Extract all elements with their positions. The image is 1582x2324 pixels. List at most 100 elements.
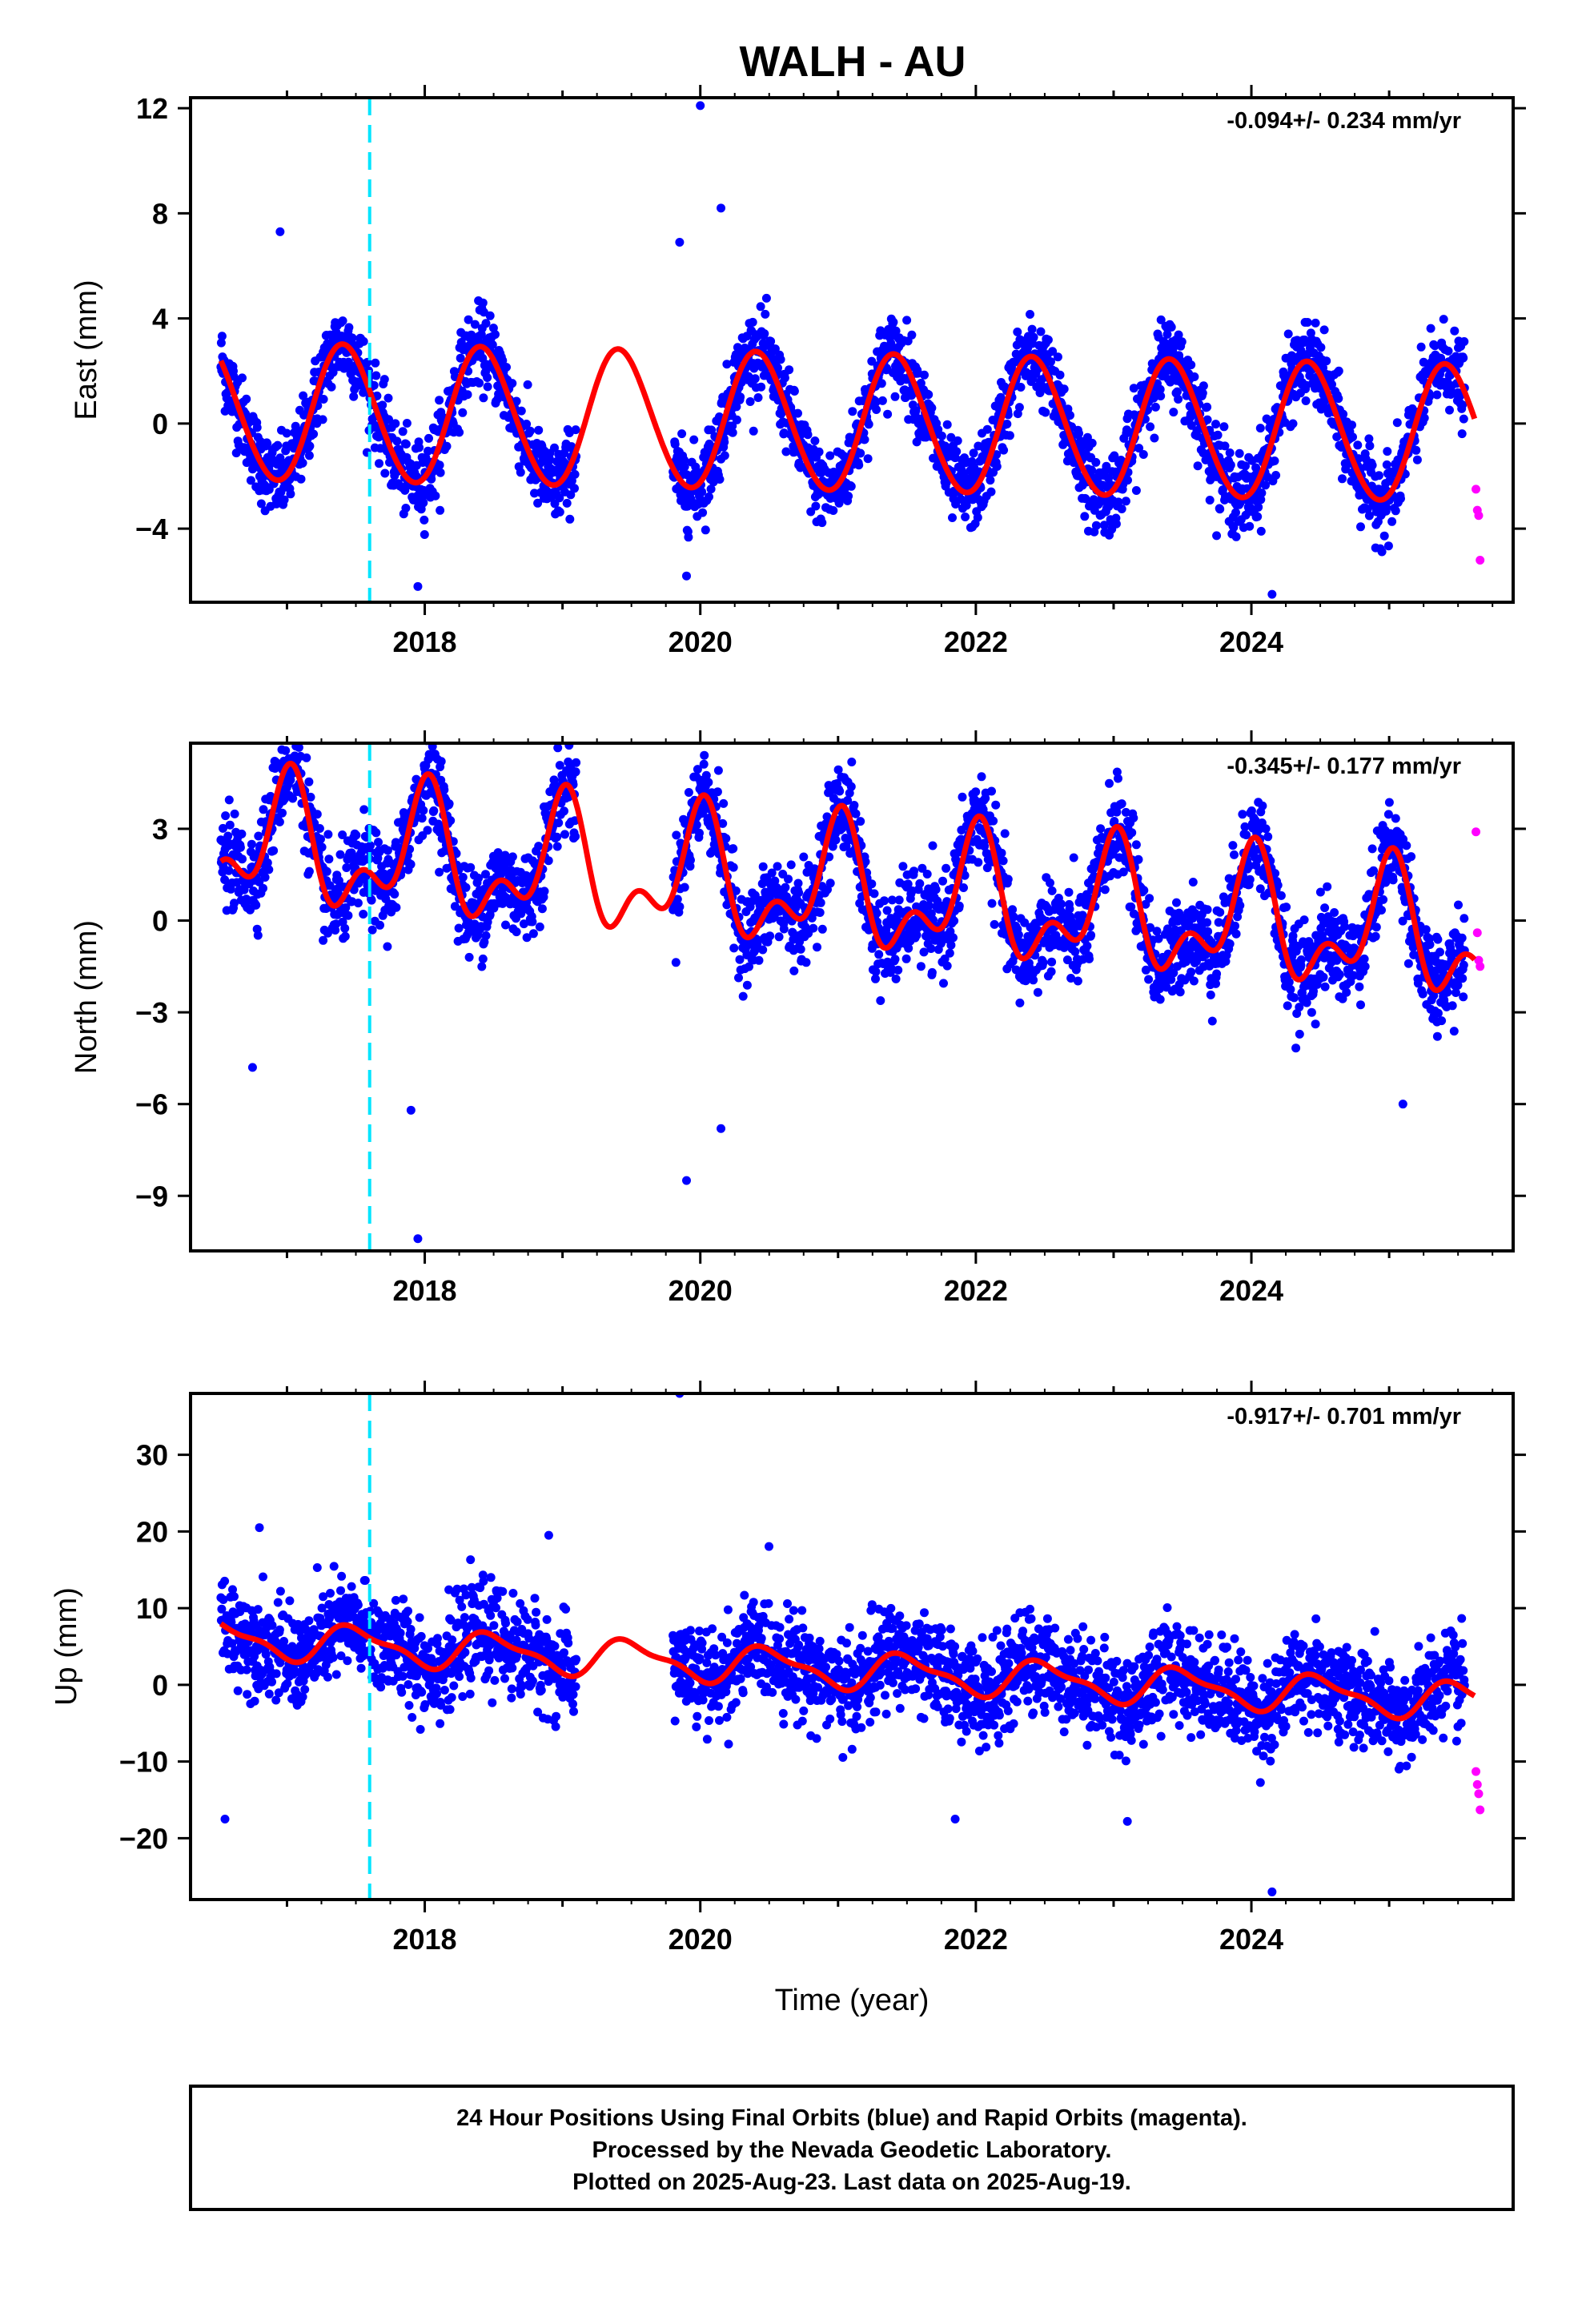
final-orbit-point bbox=[1322, 356, 1331, 366]
final-orbit-point bbox=[1080, 512, 1090, 521]
final-orbit-point bbox=[817, 518, 827, 528]
final-orbit-point bbox=[351, 830, 361, 840]
final-orbit-point bbox=[1073, 976, 1082, 986]
final-orbit-point bbox=[982, 424, 992, 434]
final-orbit-point bbox=[1379, 531, 1389, 541]
final-orbit-point bbox=[349, 392, 359, 401]
final-orbit-point bbox=[1014, 403, 1024, 412]
final-orbit-point bbox=[722, 360, 732, 369]
final-orbit-point bbox=[1364, 434, 1374, 444]
final-orbit-point bbox=[958, 792, 967, 802]
final-orbit-point bbox=[849, 801, 859, 810]
final-orbit-point bbox=[699, 759, 709, 769]
final-orbit-point bbox=[745, 397, 755, 406]
final-orbit-point bbox=[871, 974, 880, 983]
final-orbit-point bbox=[309, 429, 319, 439]
final-orbit-point bbox=[477, 962, 487, 971]
final-orbit-point bbox=[1387, 517, 1397, 526]
final-orbit-point bbox=[566, 490, 576, 500]
final-orbit-point bbox=[872, 405, 881, 414]
final-orbit-point bbox=[909, 866, 918, 876]
final-orbit-point bbox=[801, 958, 811, 967]
final-orbit-point bbox=[1255, 424, 1265, 433]
final-orbit-point bbox=[1074, 428, 1083, 438]
final-orbit-point bbox=[1199, 381, 1208, 391]
final-orbit-point bbox=[701, 525, 710, 535]
final-orbit-point bbox=[349, 885, 359, 895]
final-orbit-point bbox=[1081, 494, 1090, 504]
final-orbit-point bbox=[1127, 828, 1137, 838]
final-orbit-point bbox=[1036, 327, 1046, 336]
final-orbit-point bbox=[456, 353, 465, 363]
final-orbit-point bbox=[423, 826, 432, 835]
final-orbit-point bbox=[1114, 497, 1123, 507]
final-orbit-point bbox=[455, 428, 464, 437]
final-orbit-point bbox=[1008, 905, 1018, 915]
final-orbit-point bbox=[833, 765, 843, 774]
final-orbit-point bbox=[273, 440, 283, 450]
final-orbit-point bbox=[912, 931, 921, 940]
final-orbit-point bbox=[431, 491, 440, 501]
final-orbit-point bbox=[754, 955, 764, 965]
final-orbit-point bbox=[317, 842, 327, 852]
final-orbit-point bbox=[417, 814, 427, 823]
final-orbit-point bbox=[816, 898, 825, 907]
final-orbit-point bbox=[982, 863, 992, 873]
final-orbit-point bbox=[493, 381, 503, 391]
final-orbit-point bbox=[803, 430, 813, 440]
final-orbit-point bbox=[481, 870, 490, 879]
final-orbit-point bbox=[942, 420, 952, 429]
final-orbit-point bbox=[883, 409, 893, 419]
final-orbit-point bbox=[1198, 388, 1207, 398]
final-orbit-point bbox=[478, 954, 488, 963]
final-orbit-point bbox=[1347, 420, 1356, 430]
final-orbit-point bbox=[926, 944, 936, 953]
final-orbit-point bbox=[680, 462, 689, 472]
final-orbit-point bbox=[481, 931, 491, 940]
final-orbit-point bbox=[861, 857, 870, 866]
final-orbit-point bbox=[286, 489, 295, 499]
final-orbit-point bbox=[277, 726, 286, 734]
final-orbit-point bbox=[564, 743, 574, 750]
final-orbit-point bbox=[956, 834, 966, 844]
final-orbit-point bbox=[831, 835, 841, 845]
final-orbit-point bbox=[1146, 422, 1155, 432]
final-orbit-point bbox=[1364, 511, 1374, 521]
final-orbit-point bbox=[697, 487, 707, 497]
final-orbit-point bbox=[922, 870, 932, 879]
final-orbit-point bbox=[220, 875, 230, 884]
final-orbit-point bbox=[1334, 394, 1343, 404]
final-orbit-point bbox=[937, 431, 946, 440]
final-orbit-point bbox=[1416, 342, 1426, 352]
final-orbit-point bbox=[384, 415, 393, 424]
final-orbit-point bbox=[890, 955, 900, 964]
final-orbit-point bbox=[263, 858, 272, 867]
final-orbit-point bbox=[402, 419, 412, 428]
final-orbit-point bbox=[375, 459, 383, 468]
final-orbit-point bbox=[950, 916, 959, 926]
final-orbit-point bbox=[565, 514, 575, 524]
final-orbit-point bbox=[560, 806, 568, 816]
final-orbit-point bbox=[1078, 911, 1087, 920]
final-orbit-point bbox=[335, 850, 345, 859]
rapid-orbit-point bbox=[1472, 485, 1481, 494]
final-orbit-point bbox=[1026, 310, 1034, 319]
final-orbit-point bbox=[788, 928, 797, 938]
final-orbit-point bbox=[1121, 497, 1130, 506]
final-orbit-point bbox=[1231, 532, 1241, 541]
final-orbit-point bbox=[945, 948, 954, 958]
final-orbit-point bbox=[1353, 440, 1363, 450]
final-orbit-point bbox=[903, 879, 913, 889]
final-orbit-point bbox=[275, 817, 284, 826]
final-orbit-point bbox=[701, 770, 711, 780]
final-orbit-point bbox=[440, 785, 449, 794]
final-orbit-point bbox=[508, 379, 517, 388]
final-orbit-point bbox=[552, 842, 562, 851]
final-orbit-point bbox=[817, 924, 827, 934]
final-orbit-point bbox=[1016, 383, 1026, 392]
final-orbit-point bbox=[686, 855, 695, 865]
final-orbit-point bbox=[298, 458, 307, 468]
final-orbit-point bbox=[419, 498, 428, 508]
final-orbit-point bbox=[552, 832, 562, 842]
